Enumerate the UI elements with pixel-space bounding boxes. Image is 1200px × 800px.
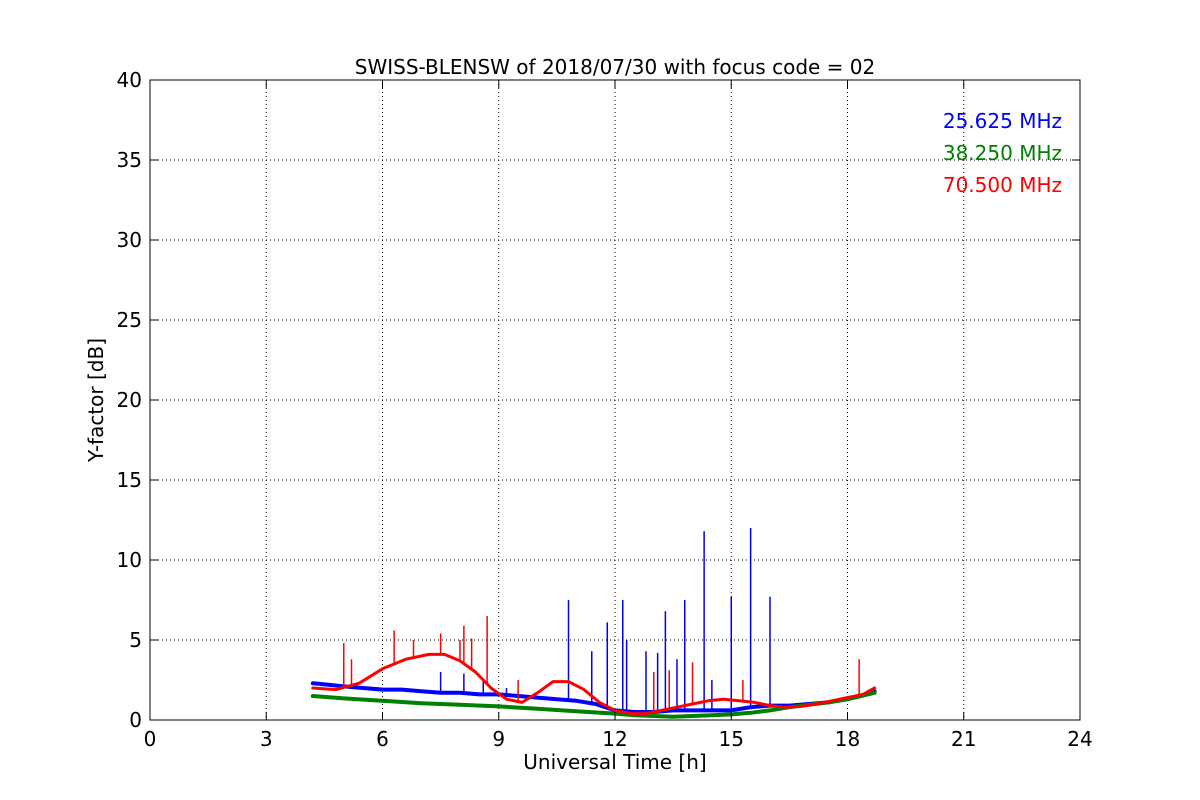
y-tick-label: 30 [117, 228, 142, 252]
x-tick-label: 3 [260, 727, 273, 751]
legend: 25.625 MHz 38.250 MHz 70.500 MHz [943, 109, 1062, 197]
y-tick-label: 5 [129, 628, 142, 652]
y-tick-label: 35 [117, 148, 142, 172]
x-tick-label: 21 [951, 727, 976, 751]
x-tick-label: 24 [1067, 727, 1092, 751]
y-tick-label: 10 [117, 548, 142, 572]
x-tick-label: 18 [835, 727, 860, 751]
grid [150, 80, 1080, 720]
x-axis-label: Universal Time [h] [523, 750, 706, 774]
legend-entry-25-625-mhz: 25.625 MHz [943, 109, 1062, 133]
y-tick-label: 25 [117, 308, 142, 332]
legend-entry-38-250-mhz: 38.250 MHz [943, 141, 1062, 165]
x-tick-label: 6 [376, 727, 389, 751]
x-tick-label: 9 [492, 727, 505, 751]
y-tick-label: 40 [117, 68, 142, 92]
legend-entry-70-500-mhz: 70.500 MHz [943, 173, 1062, 197]
chart-title: SWISS-BLENSW of 2018/07/30 with focus co… [355, 55, 876, 79]
y-axis-label: Y-factor [dB] [84, 338, 108, 463]
y-tick-label: 0 [129, 708, 142, 732]
y-tick-label: 20 [117, 388, 142, 412]
x-tick-label: 15 [719, 727, 744, 751]
series-line-70-500-mhz [311, 652, 877, 716]
plot-series [310, 528, 877, 719]
x-tick-label: 0 [144, 727, 157, 751]
y-tick-label: 15 [117, 468, 142, 492]
x-tick-label: 12 [602, 727, 627, 751]
axis-ticks: 0 3 6 9 12 15 18 21 24 0 5 10 15 20 25 30 35 40 [117, 68, 1093, 751]
